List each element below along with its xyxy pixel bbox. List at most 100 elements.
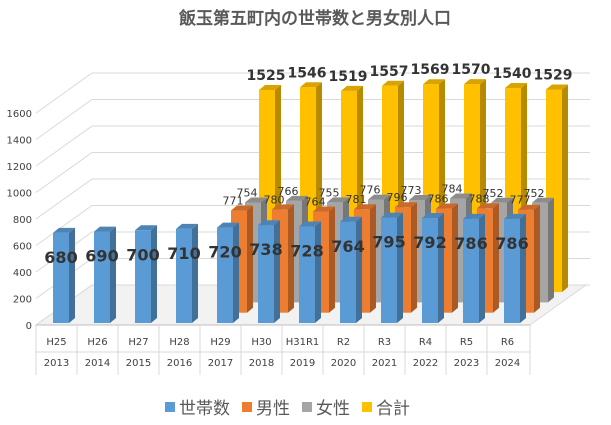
bar-top	[135, 225, 157, 231]
bar-top	[505, 83, 527, 89]
data-label: 1570	[452, 62, 491, 78]
legend-swatch-世帯数	[165, 402, 175, 412]
x-year-label: 2016	[167, 358, 192, 369]
bar-top	[217, 222, 239, 228]
bar-世帯数-H27	[135, 230, 151, 323]
bar-top	[245, 197, 267, 203]
data-label: 780	[264, 193, 285, 206]
x-year-label: 2015	[126, 358, 151, 369]
x-tick-label: H31R1	[286, 337, 320, 348]
data-label: 773	[401, 184, 422, 197]
x-year-label: 2019	[290, 358, 315, 369]
data-label: 776	[360, 184, 381, 197]
bar-top	[341, 85, 363, 91]
bar-side	[151, 225, 157, 323]
data-label: 752	[524, 187, 545, 200]
data-label: 728	[290, 242, 323, 261]
data-label: 754	[237, 186, 258, 199]
x-tick-label: H30	[251, 337, 271, 348]
bar-世帯数-R4	[422, 218, 438, 323]
data-label: 784	[442, 183, 463, 196]
legend-swatch-男性	[242, 402, 252, 412]
legend-label: 世帯数	[179, 399, 230, 419]
y-tick-label: 400	[13, 268, 32, 279]
bar-side	[534, 204, 540, 313]
data-label: 764	[331, 237, 364, 256]
data-label: 788	[469, 192, 490, 205]
data-label: 786	[495, 234, 528, 253]
x-year-label: 2018	[249, 358, 274, 369]
bar-side	[274, 220, 280, 323]
bar-side	[397, 212, 403, 323]
x-tick-label: H29	[210, 337, 230, 348]
legend-label: 男性	[256, 399, 290, 419]
bar-side	[356, 216, 362, 323]
bar-top	[423, 79, 445, 85]
bar-side	[247, 205, 253, 313]
x-year-label: 2024	[495, 358, 520, 369]
legend-swatch-合計	[362, 402, 372, 412]
bar-side	[192, 223, 198, 323]
bar-top	[272, 204, 294, 210]
bar-top	[258, 220, 280, 226]
bar-top	[450, 193, 472, 199]
bar-side	[493, 203, 499, 313]
data-label: 777	[510, 194, 531, 207]
x-tick-label: H27	[128, 337, 148, 348]
bar-side	[315, 221, 321, 323]
data-label: 1529	[534, 68, 573, 84]
bar-side	[370, 204, 376, 313]
bar-世帯数-H30	[258, 225, 274, 323]
bar-top	[94, 226, 116, 232]
bar-side	[520, 213, 526, 323]
data-label: 752	[483, 187, 504, 200]
data-label: 786	[428, 193, 449, 206]
bar-top	[299, 221, 321, 227]
data-label: 700	[126, 245, 159, 264]
bar-side	[562, 84, 568, 293]
data-label: 786	[454, 234, 487, 253]
bar-side	[288, 204, 294, 313]
bar-世帯数-H28	[176, 228, 192, 323]
bar-top	[463, 213, 485, 219]
x-tick-label: R3	[378, 337, 391, 348]
data-label: 1569	[411, 62, 450, 78]
y-tick-label: 200	[13, 295, 32, 306]
bar-top	[546, 84, 568, 90]
bar-世帯数-H26	[94, 231, 110, 323]
x-year-label: 2013	[44, 358, 69, 369]
x-tick-label: R6	[501, 337, 514, 348]
bar-side	[452, 203, 458, 313]
bar-top	[231, 205, 253, 211]
x-year-label: 2020	[331, 358, 356, 369]
bar-top	[286, 195, 308, 201]
data-label: 796	[387, 191, 408, 204]
data-label: 738	[249, 240, 282, 259]
bar-side	[438, 213, 444, 323]
bar-side	[548, 197, 554, 303]
bar-top	[395, 202, 417, 208]
data-label: 720	[208, 243, 241, 262]
data-label: 795	[372, 233, 405, 252]
y-tick-label: 1000	[7, 189, 32, 200]
data-label: 781	[346, 193, 367, 206]
bar-top	[491, 197, 513, 203]
bar-top	[300, 82, 322, 88]
x-tick-label: H28	[169, 337, 189, 348]
gridline	[35, 72, 590, 114]
bar-side	[411, 202, 417, 313]
bar-top	[504, 213, 526, 219]
bar-世帯数-R2	[340, 221, 356, 323]
bar-top	[409, 194, 431, 200]
bar-世帯数-H31R1	[299, 226, 315, 323]
y-tick-label: 1600	[7, 109, 32, 120]
bar-top	[340, 216, 362, 222]
bar-top	[53, 227, 75, 233]
bar-side	[233, 222, 239, 323]
bar-top	[477, 203, 499, 209]
legend-label: 女性	[316, 399, 350, 419]
bar-side	[110, 226, 116, 323]
bar-top	[532, 197, 554, 203]
